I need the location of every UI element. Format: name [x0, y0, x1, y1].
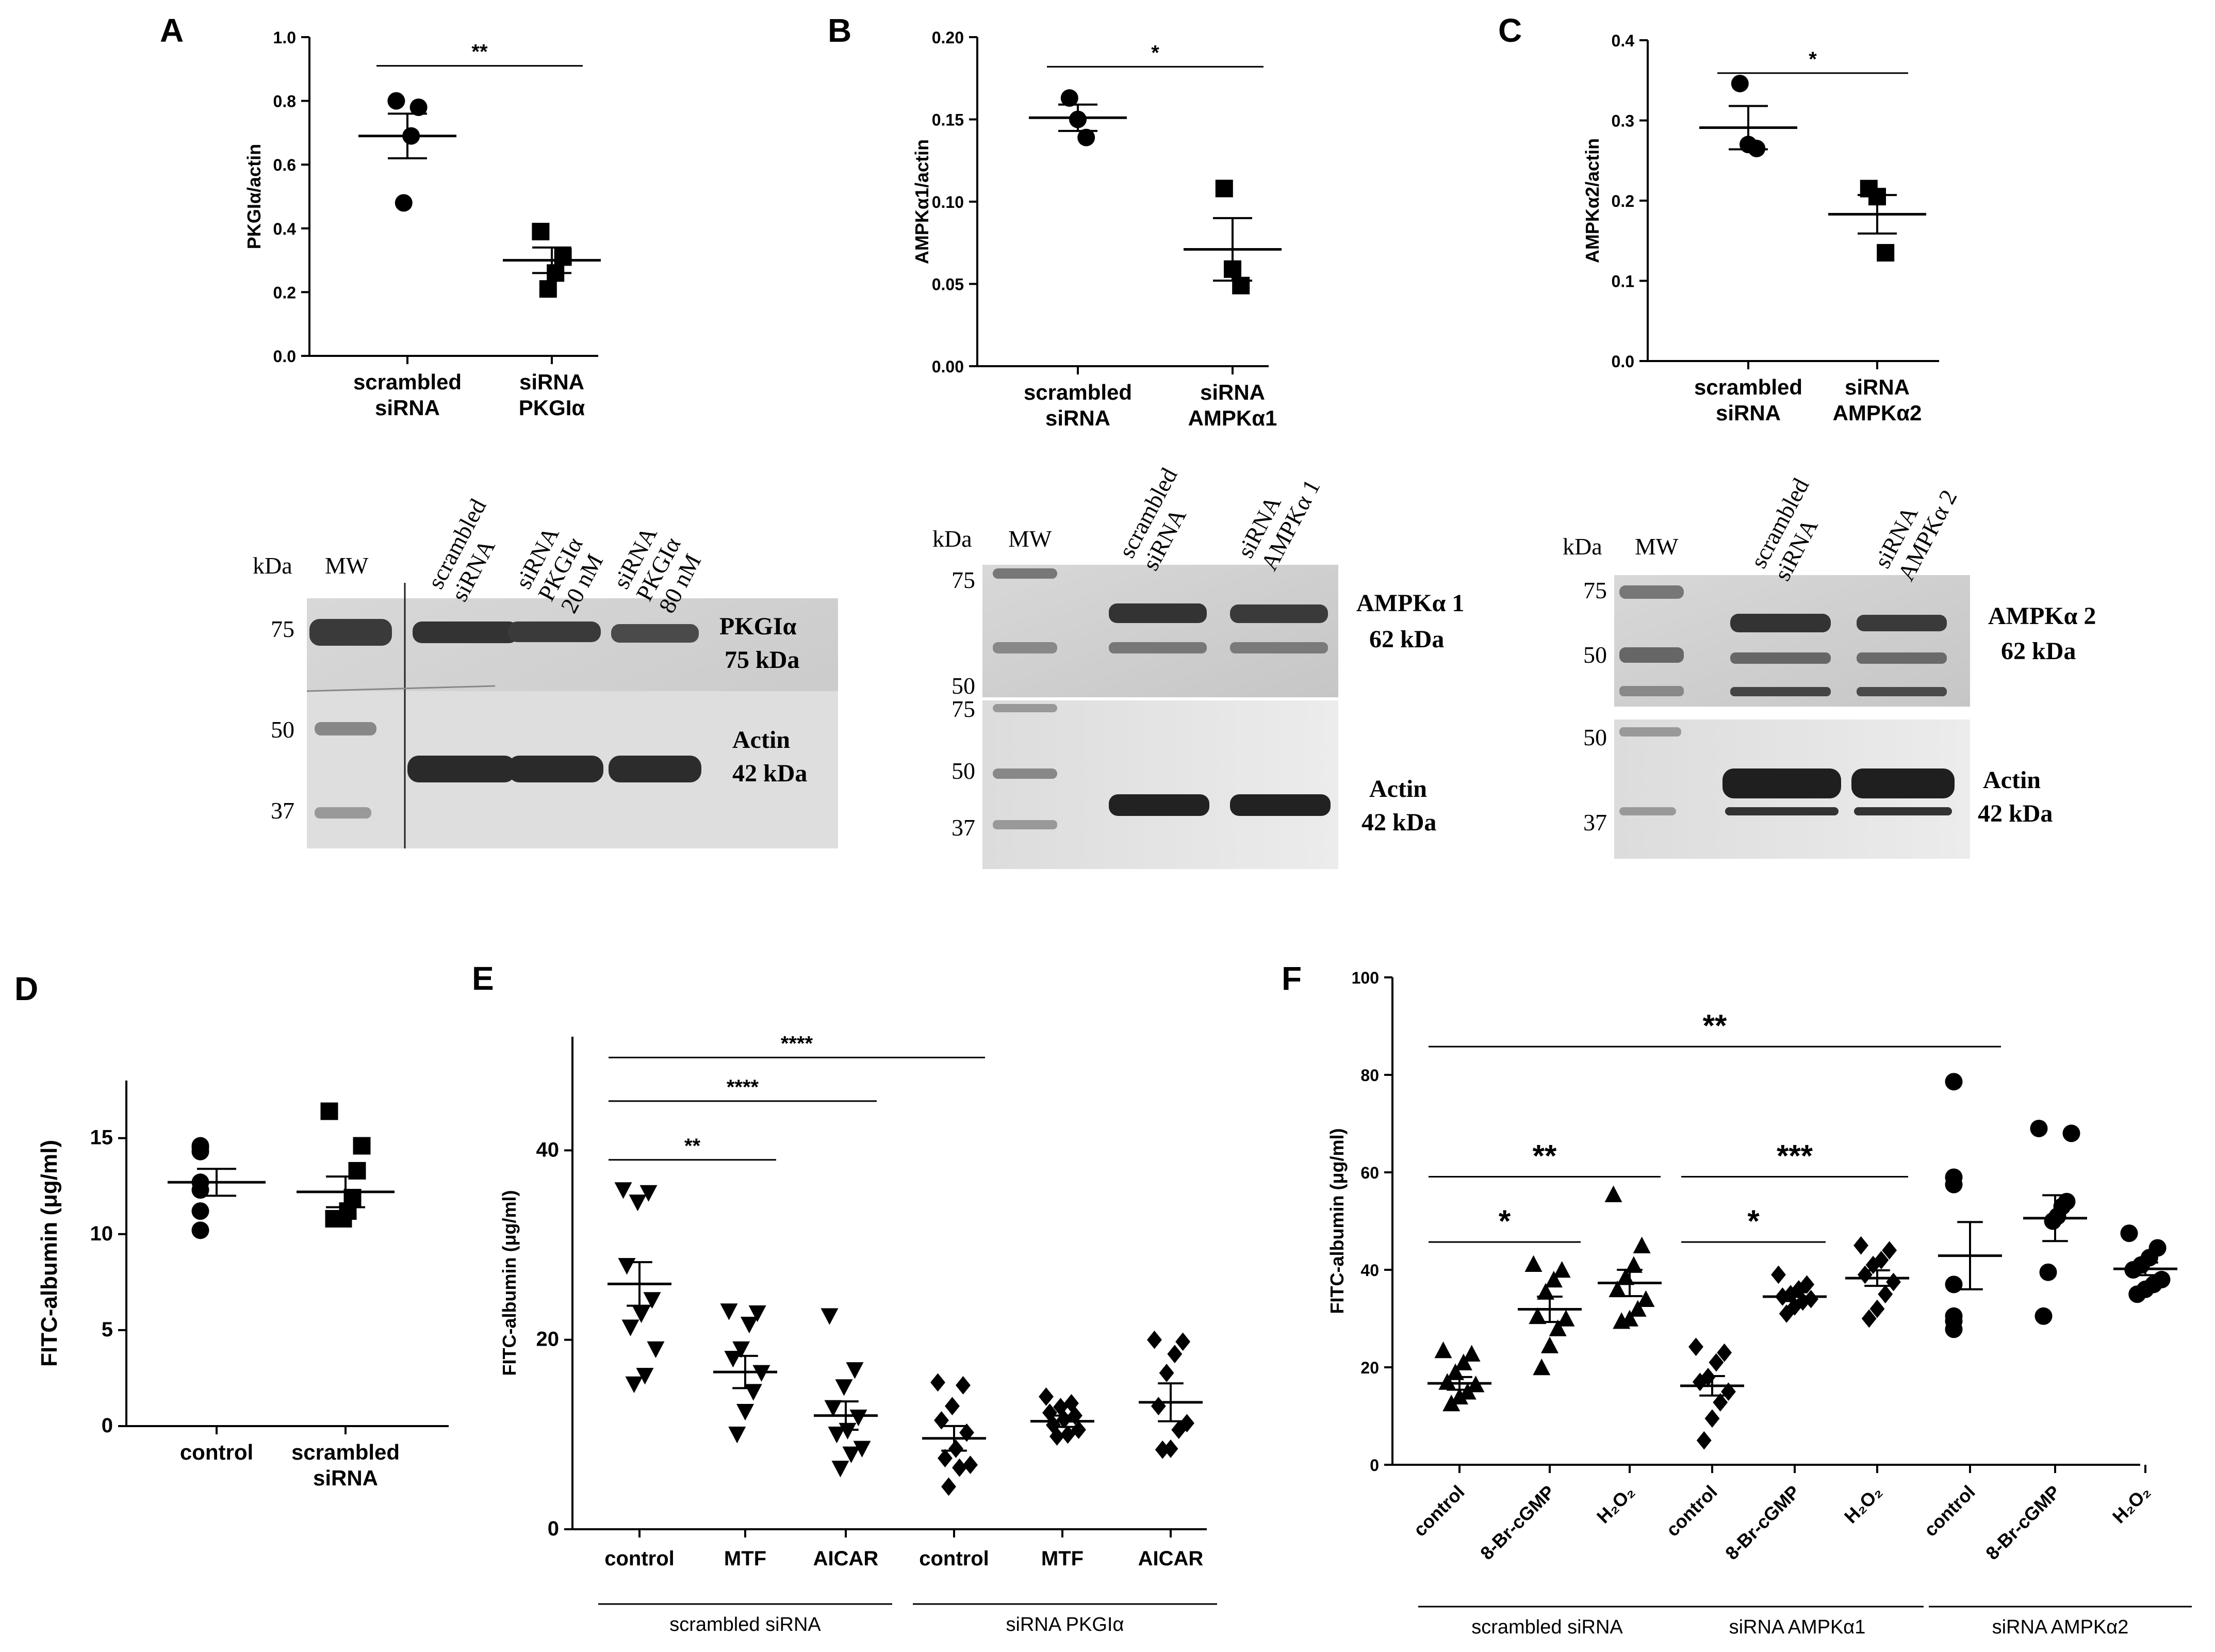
blot-c-marker-top-50: 50: [1583, 642, 1607, 668]
blot-b-membrane-bottom: [982, 699, 1338, 869]
blot-c-band-ns1-lane1: [1730, 652, 1831, 664]
blot-a-band1-name: PKGIα: [719, 613, 797, 640]
panel-letter-e: E: [472, 960, 494, 997]
blot-b-mw-label: MW: [1008, 526, 1052, 552]
blot-c-band-actin-lane2: [1851, 768, 1955, 798]
blot-a-band-pkg-lane2: [508, 621, 601, 642]
blot-b-mw-bottom-50: [993, 768, 1057, 779]
blot-a-lane1-label: scrambled siRNA: [422, 495, 500, 606]
blot-b-marker-bottom-50: 50: [951, 758, 975, 784]
blot-a-band-actin-lane2: [508, 756, 603, 782]
blot-a-mw-label: MW: [325, 552, 369, 579]
blot-b: kDa MW 75 50 75 50 37 scrambled siRNA si…: [932, 464, 1464, 869]
blot-c-band-ampk-lane2: [1857, 615, 1947, 631]
blot-a-mw-band-37: [315, 807, 371, 819]
blot-b-marker-top-75: 75: [951, 567, 975, 593]
blot-b-mw-top-50: [993, 642, 1057, 653]
blot-b-mw-top-75: [993, 568, 1057, 579]
blot-c-band1-size: 62 kDa: [2001, 637, 2076, 665]
blot-b-band-actin-lane1: [1109, 794, 1209, 816]
blot-b-marker-bottom-75: 75: [951, 696, 975, 722]
blot-c-band-actin2-lane2: [1854, 807, 1952, 815]
blot-b-membrane-top: [982, 565, 1338, 699]
blot-a-kda-label: kDa: [253, 552, 292, 579]
blot-a-marker-37: 37: [271, 797, 294, 824]
blot-a-mw-band-75: [309, 619, 392, 646]
blot-c-kda-label: kDa: [1563, 533, 1602, 560]
blot-c: kDa MW 75 50 50 37 scrambled siRNA siRNA…: [1563, 474, 2096, 859]
blot-c-lane2-label: siRNA AMPKα 2: [1869, 485, 1962, 585]
panel-letter-a: A: [160, 12, 184, 49]
blot-c-mw-label: MW: [1635, 533, 1679, 560]
blot-b-band-ampk-lane2: [1230, 604, 1328, 623]
blot-a-band-actin-lane1: [407, 756, 516, 782]
blot-c-band-actin-lane1: [1722, 768, 1841, 798]
blot-c-band-ns1-lane2: [1857, 652, 1947, 664]
blot-b-band-ns-lane1: [1109, 642, 1207, 653]
blot-b-band-actin-lane2: [1230, 794, 1331, 816]
blot-a-band2-name: Actin: [732, 726, 790, 754]
blot-b-lane2-label: siRNA AMPKα 1: [1232, 475, 1325, 575]
blot-b-mw-bottom-37: [993, 820, 1057, 829]
blot-a-band-actin-lane3: [609, 756, 701, 782]
blot-c-band-ns2-lane2: [1857, 687, 1947, 696]
blot-c-mw-top-75: [1619, 585, 1684, 599]
blot-a-band-pkg-lane3: [611, 624, 699, 643]
blot-c-band-ns2-lane1: [1730, 687, 1831, 696]
blot-b-band1-size: 62 kDa: [1369, 626, 1444, 653]
blot-b-band-ampk-lane1: [1109, 603, 1207, 623]
blot-b-band-ns-lane2: [1230, 642, 1328, 653]
blot-c-band2-name: Actin: [1983, 766, 2041, 794]
blot-a-marker-50: 50: [271, 716, 294, 743]
blot-c-marker-top-75: 75: [1583, 577, 1607, 603]
blot-b-marker-bottom-37: 37: [951, 814, 975, 841]
blot-c-band2-size: 42 kDa: [1978, 800, 2053, 827]
blot-b-band2-name: Actin: [1369, 775, 1427, 803]
blot-a-mw-band-50: [315, 722, 376, 735]
blot-a-strip-edge: [306, 685, 496, 692]
blot-c-mw-bottom-37: [1619, 807, 1676, 815]
blot-c-band-ampk-lane1: [1730, 614, 1831, 632]
blot-c-mw-top-extra: [1619, 686, 1684, 696]
panel-letter-c: C: [1498, 12, 1522, 49]
blot-c-band1-name: AMPKα 2: [1988, 602, 2096, 630]
blot-c-marker-bottom-37: 37: [1583, 809, 1607, 836]
blot-b-band2-size: 42 kDa: [1361, 809, 1436, 836]
blot-b-band1-name: AMPKα 1: [1356, 590, 1464, 617]
blot-b-marker-top-50: 50: [951, 673, 975, 699]
blot-c-band-actin2-lane1: [1725, 807, 1839, 815]
blot-c-lane1-label: scrambled siRNA: [1745, 474, 1823, 585]
blot-a-marker-75: 75: [271, 616, 294, 642]
panel-letter-f: F: [1282, 960, 1302, 997]
blot-a: kDa MW 75 50 37 scrambled siRNA siRNA PK…: [253, 495, 838, 848]
blot-a-band1-size: 75 kDa: [725, 646, 799, 674]
blot-a-band2-size: 42 kDa: [732, 760, 807, 787]
blot-a-band-pkg-lane1: [413, 621, 518, 643]
blot-b-kda-label: kDa: [932, 526, 972, 552]
blot-c-mw-bottom-50: [1619, 727, 1681, 737]
blot-b-lane1-label: scrambled siRNA: [1113, 464, 1191, 575]
panel-letter-d: D: [14, 970, 39, 1007]
blot-b-mw-bottom-75: [993, 704, 1057, 712]
blot-c-marker-bottom-50: 50: [1583, 724, 1607, 750]
blot-c-mw-top-50: [1619, 647, 1684, 663]
panel-letter-b: B: [828, 12, 852, 49]
